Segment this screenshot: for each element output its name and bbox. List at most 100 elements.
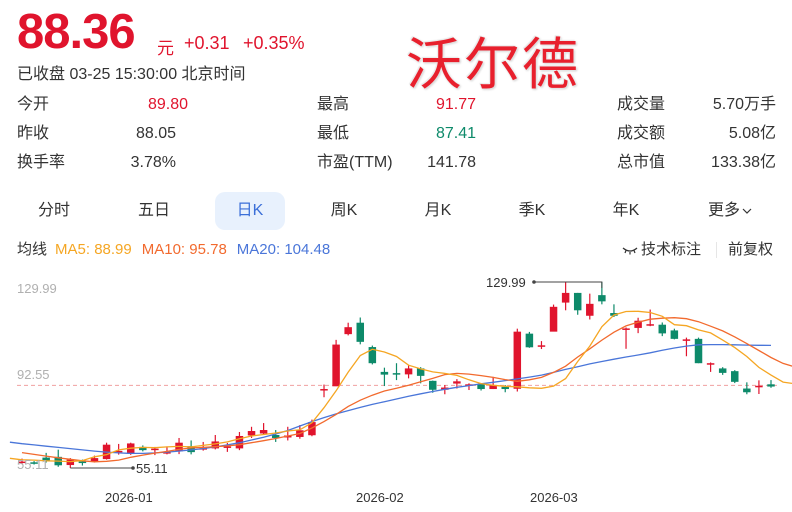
candle-body [453,381,461,384]
stat-value-market-cap: 133.38亿 [711,154,776,171]
x-axis-label-mar: 2026-03 [530,490,578,505]
tab-quarterly-k[interactable]: 季K [518,202,546,219]
candle-body [477,384,485,390]
stat-value-open: 89.80 [147,96,188,113]
candle-body [549,306,558,332]
stat-value-high: 91.77 [435,96,476,113]
price-unit: 元 [157,39,174,58]
ma10-value: MA10: 95.78 [141,241,227,258]
stat-value-amount: 5.08亿 [728,125,776,142]
candle-body [743,388,751,393]
candle-body [139,446,147,451]
high-marker-line [534,281,603,288]
tab-monthly-k[interactable]: 月K [424,202,452,219]
candle-body [622,328,630,330]
price-change: +0.31 [184,33,230,53]
market-status: 已收盘 03-25 15:30:00 北京时间 [17,66,246,83]
candle-body [586,303,594,316]
price-change-percent: +0.35% [243,33,305,53]
candle-body [767,384,775,387]
candle-body [694,338,703,364]
candle-body [428,380,437,390]
candlestick-chart[interactable]: 129.99 55.11 [0,270,792,485]
candle-body [344,327,352,335]
adjust-mode-button[interactable]: 前复权 [728,241,774,258]
y-axis-bottom-label: 55.11 [17,457,49,472]
stat-value-turnover: 3.78% [130,154,176,171]
tab-weekly-k[interactable]: 周K [330,202,358,219]
x-axis-label-feb: 2026-02 [356,490,404,505]
candle-body [151,448,159,451]
candle-body [537,345,546,347]
candle-body [404,368,413,375]
candle-body [416,368,425,376]
candle-body [247,431,256,436]
candle-body [755,385,763,388]
current-price: 88.36 [17,5,136,59]
candle-body [731,371,739,382]
candle-body [271,434,280,438]
tab-intraday[interactable]: 分时 [37,202,70,219]
period-tabs: 分时 五日 日K 周K 月K 季K 年K 更多 [0,192,792,230]
candle-body [356,322,365,342]
candle-body [670,330,679,339]
ma20-value: MA20: 104.48 [236,241,331,258]
stat-value-low: 87.41 [435,125,476,142]
candle-body [332,344,340,387]
tab-more-label: 更多 [707,202,740,219]
candle-body [573,292,582,311]
candle-body [658,324,667,334]
y-axis-mid-label: 92.55 [17,367,50,382]
low-marker-label: 55.11 [136,461,168,476]
x-axis-label-jan: 2026-01 [105,490,153,505]
stat-label-turnover: 换手率 [17,154,66,171]
candle-body [211,441,220,449]
candle-body [114,450,123,453]
candle-body [78,461,87,464]
candle-body [259,430,268,434]
candle-body [646,324,654,326]
ma10-line [21,317,792,463]
candle-body [525,333,534,348]
stat-label-low: 最低 [317,125,350,142]
candle-body [30,462,38,464]
stat-value-volume: 5.70万手 [712,96,776,113]
candle-body [682,339,691,341]
chevron-down-icon [742,208,752,214]
candle-body [513,331,522,389]
candle-body [598,295,606,302]
stat-label-prev-close: 昨收 [17,125,50,142]
ma5-line [9,310,792,463]
candle-body [634,320,642,328]
ma-label: 均线 [17,241,48,258]
candle-body [561,292,570,303]
eye-closed-icon [622,247,638,255]
tech-annotation-toggle[interactable]: 技术标注 [622,240,701,260]
ma-legend: 均线 MA5: 88.99 MA10: 95.78 MA20: 104.48 [17,240,340,260]
candle-body [380,371,389,375]
tech-annotation-label: 技术标注 [641,241,702,258]
y-axis-top-label: 129.99 [17,281,57,296]
tab-daily-k[interactable]: 日K [215,192,285,230]
low-marker-dot [131,466,135,470]
tab-more[interactable]: 更多 [694,192,766,230]
stat-value-prev-close: 88.05 [135,125,176,142]
candle-body [706,363,715,365]
candle-body [368,347,377,364]
tab-yearly-k[interactable]: 年K [612,202,640,219]
stat-label-high: 最高 [317,96,350,113]
candle-body [163,452,171,454]
candle-body [66,459,75,466]
candle-body [718,368,727,373]
candle-body [320,389,328,391]
stat-value-pe-ttm: 141.78 [427,154,476,171]
stock-name-overlay: 沃尔德 [406,33,580,98]
tab-five-day[interactable]: 五日 [137,202,170,219]
candle-body [489,385,497,390]
high-marker-dot [532,280,536,284]
stat-label-open: 今开 [17,96,50,113]
candle-body [223,446,232,448]
stat-label-volume: 成交量 [617,96,666,113]
stat-label-market-cap: 总市值 [617,154,666,171]
candle-body [42,457,50,461]
